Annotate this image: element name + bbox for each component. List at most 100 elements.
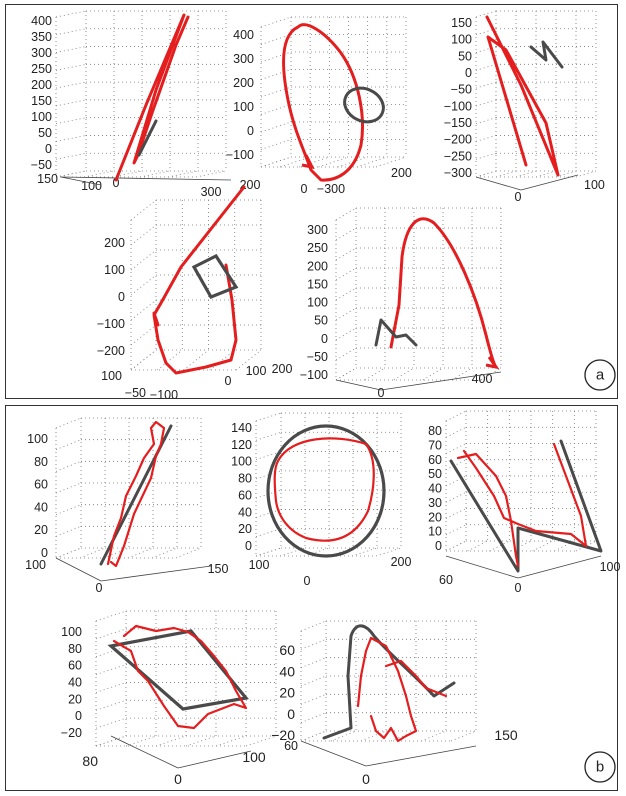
series-gray: [374, 318, 418, 347]
axis-line: [110, 735, 179, 769]
grid-line: [445, 524, 467, 536]
z-tick-label: 40: [428, 482, 442, 496]
series-red: [152, 311, 160, 327]
grid-line: [335, 327, 357, 341]
z-tick-label: 50: [38, 126, 52, 140]
grid-line: [475, 63, 497, 71]
axis-line: [60, 176, 232, 181]
panel-b-plots: 1008060402001000150140120100806040200100…: [25, 410, 620, 787]
grid-line: [445, 508, 467, 519]
grid-line: [130, 349, 157, 371]
axis-line: [445, 555, 519, 579]
y-tick-label: 200: [391, 166, 412, 180]
panel-label-a-text: a: [596, 367, 605, 384]
series-red: [282, 23, 364, 182]
z-tick-label: 0: [45, 142, 52, 156]
grid-line: [95, 610, 127, 622]
grid-line: [260, 69, 292, 80]
grid-line: [475, 170, 497, 178]
grid-line: [209, 349, 235, 371]
z-tick-label: 120: [231, 438, 252, 452]
z-tick-label: −50: [451, 83, 472, 97]
grid-line: [300, 675, 327, 687]
z-tick-label: 0: [287, 706, 295, 722]
grid-line: [130, 224, 157, 246]
z-tick-label: 100: [451, 33, 472, 47]
x-tick-label: 100: [25, 558, 46, 572]
grid-line: [300, 638, 327, 650]
grid-line: [356, 156, 387, 168]
z-tick-label: 20: [279, 685, 295, 701]
axis-line: [365, 745, 477, 767]
grid-line: [55, 417, 82, 429]
grid-line: [475, 170, 497, 178]
grid-line: [255, 509, 282, 518]
grid-line: [255, 431, 282, 441]
z-tick-label: 150: [307, 277, 328, 291]
z-tick-label: 0: [465, 66, 472, 80]
grid-line: [467, 540, 488, 552]
z-tick-label: 250: [307, 241, 328, 255]
x-tick-label: 0: [96, 581, 103, 595]
z-tick-label: 0: [435, 539, 442, 553]
y-tick-label: 0: [225, 374, 232, 388]
z-tick-label: 200: [31, 78, 52, 92]
grid-line: [195, 170, 227, 178]
z-tick-label: 40: [279, 663, 295, 679]
arrow-head: [485, 356, 500, 370]
axis-line: [517, 555, 602, 579]
grid-line: [255, 451, 282, 460]
z-tick-label: 200: [104, 236, 125, 250]
grid-line: [95, 699, 127, 711]
grid-line: [55, 439, 82, 451]
grid-line: [55, 504, 82, 516]
series-gray: [107, 629, 249, 711]
x-tick-label: 0: [304, 574, 311, 588]
z-tick-label: 350: [31, 30, 52, 44]
grid-line: [255, 470, 282, 480]
grid-line: [167, 170, 199, 178]
x-tick-label: 150: [37, 172, 58, 186]
grid-line: [235, 349, 262, 371]
z-tick-label: 70: [428, 438, 442, 452]
grid-line: [445, 540, 467, 552]
z-tick-label: 30: [428, 496, 442, 510]
z-tick-label: 100: [104, 263, 125, 277]
z-tick-label: 300: [31, 46, 52, 60]
z-tick-label: 20: [68, 692, 82, 706]
z-tick-label: 10: [428, 525, 442, 539]
grid-line: [130, 274, 157, 296]
z-tick-label: 50: [428, 467, 442, 481]
axis-line: [177, 750, 252, 769]
plot-a2: 400 300 200 100 0 −100 200 0 −300 200: [226, 16, 412, 196]
y-tick-label: 200: [272, 362, 293, 376]
z-tick-label: 60: [279, 642, 295, 658]
z-tick-label: −50: [31, 158, 52, 172]
grid-line: [83, 170, 115, 178]
grid-line: [103, 547, 130, 559]
grid-line: [260, 139, 292, 150]
grid-line: [300, 712, 327, 724]
grid-line: [95, 628, 127, 640]
y-tick-label: 150: [494, 727, 518, 743]
z-tick-label: 100: [233, 100, 254, 114]
z-tick-label: 60: [428, 453, 442, 467]
grid-line: [475, 152, 497, 160]
z-tick-label: −200: [97, 344, 125, 358]
grid-line: [155, 735, 187, 747]
series-gray: [529, 40, 564, 69]
z-tick-label: 400: [31, 14, 52, 28]
grid-line: [183, 349, 209, 371]
z-tick-label: 40: [238, 505, 252, 519]
grid-line: [55, 460, 82, 472]
x-tick-label: 0: [113, 176, 120, 190]
grid-line: [255, 547, 282, 557]
grid-line: [300, 620, 327, 632]
grid-line: [55, 135, 87, 142]
grid-line: [335, 367, 357, 381]
grid-line: [130, 249, 157, 271]
